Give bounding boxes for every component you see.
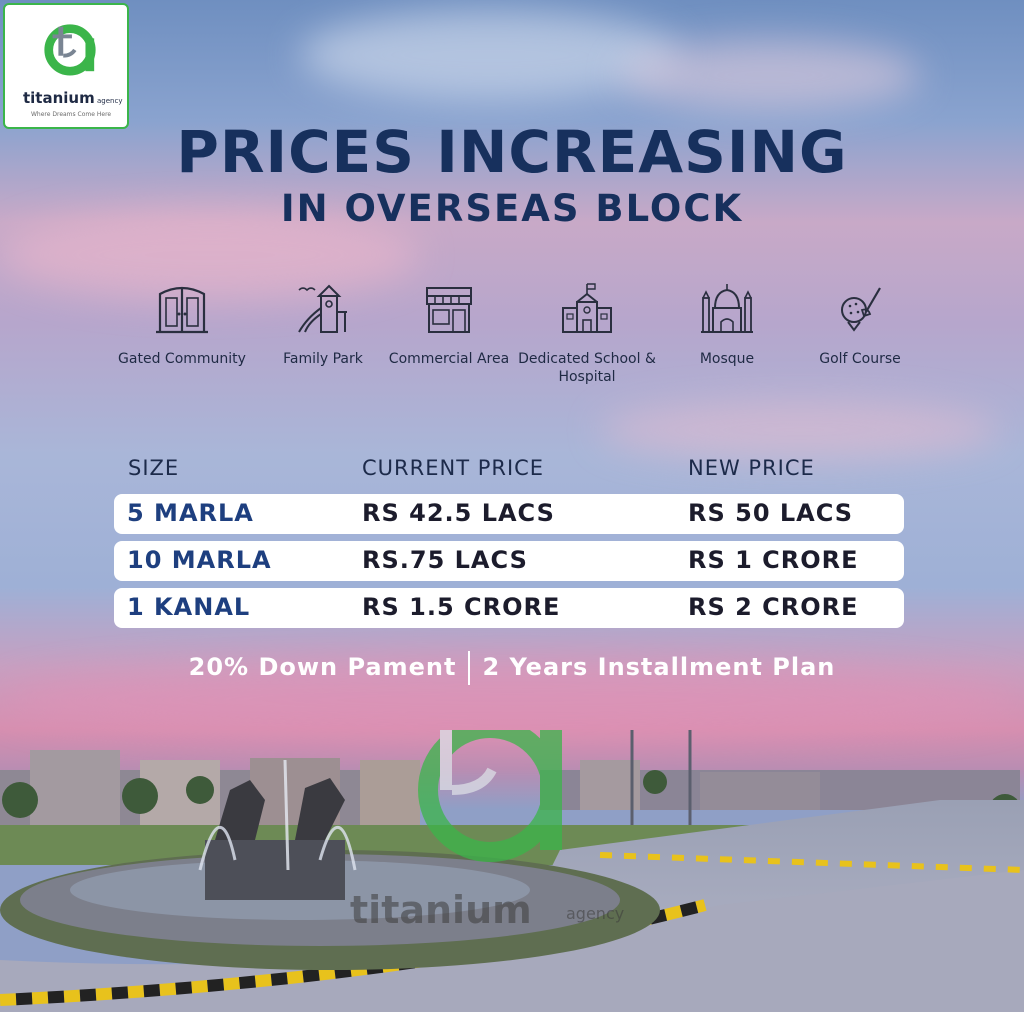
table-row: 10 MARLA RS.75 LACS RS 1 CRORE	[114, 541, 904, 581]
feature-commercial-area: Commercial Area	[374, 282, 524, 368]
table-header-new-price: NEW PRICE	[688, 456, 815, 480]
brand-logo[interactable]: titanium agency Where Dreams Come Here	[3, 3, 129, 129]
feature-label: Family Park	[283, 351, 363, 367]
row-new-price: RS 1 CRORE	[688, 546, 859, 574]
cloud	[0, 660, 1024, 740]
cloud	[600, 400, 1000, 460]
logo-tagline: Where Dreams Come Here	[31, 111, 112, 118]
table-row: 5 MARLA RS 42.5 LACS RS 50 LACS	[114, 494, 904, 534]
watermark-logo-icon	[418, 730, 562, 862]
school-icon	[562, 283, 612, 333]
playground-icon	[298, 284, 347, 333]
row-size: 1 KANAL	[127, 593, 251, 621]
divider	[468, 651, 471, 685]
row-new-price: RS 50 LACS	[688, 499, 854, 527]
row-size: 5 MARLA	[127, 499, 254, 527]
row-current-price: RS 1.5 CRORE	[362, 593, 561, 621]
cloud	[0, 210, 420, 300]
watermark-name: titanium	[350, 888, 532, 932]
table-header-size: SIZE	[128, 456, 180, 480]
row-current-price: RS 42.5 LACS	[362, 499, 555, 527]
feature-school-hospital: Dedicated School & Hospital	[512, 282, 662, 386]
row-size: 10 MARLA	[127, 546, 272, 574]
gate-icon	[156, 286, 208, 334]
table-row: 1 KANAL RS 1.5 CRORE RS 2 CRORE	[114, 588, 904, 628]
golf-icon	[841, 287, 881, 332]
logo-name: titanium	[23, 89, 95, 107]
row-new-price: RS 2 CRORE	[688, 593, 859, 621]
table-header-current-price: CURRENT PRICE	[362, 456, 545, 480]
row-current-price: RS.75 LACS	[362, 546, 528, 574]
feature-golf-course: Golf Course	[785, 282, 935, 368]
feature-label: Golf Course	[819, 351, 901, 367]
logo-suffix: agency	[97, 97, 123, 105]
roundabout-scene	[0, 730, 1024, 1012]
feature-label: Gated Community	[118, 351, 246, 367]
feature-label: Mosque	[699, 351, 755, 367]
cloud	[620, 40, 920, 110]
feature-family-park: Family Park	[248, 282, 398, 368]
shop-icon	[426, 287, 472, 333]
payment-plan: 20% Down Pament 2 Years Installment Plan	[0, 651, 1024, 685]
feature-label: Dedicated School & Hospital	[518, 351, 656, 385]
mosque-icon	[701, 284, 753, 333]
installment-text: 2 Years Installment Plan	[482, 653, 836, 681]
titanium-logo-icon	[44, 24, 96, 76]
down-payment-text: 20% Down Pament	[188, 653, 457, 681]
watermark-suffix: agency	[566, 904, 625, 923]
feature-gated-community: Gated Community	[107, 282, 257, 368]
cloud	[300, 10, 680, 100]
headline-line1: PRICES INCREASING	[176, 118, 848, 186]
headline-line2: IN OVERSEAS BLOCK	[280, 187, 744, 230]
feature-mosque: Mosque	[652, 282, 802, 368]
feature-label: Commercial Area	[388, 351, 510, 367]
